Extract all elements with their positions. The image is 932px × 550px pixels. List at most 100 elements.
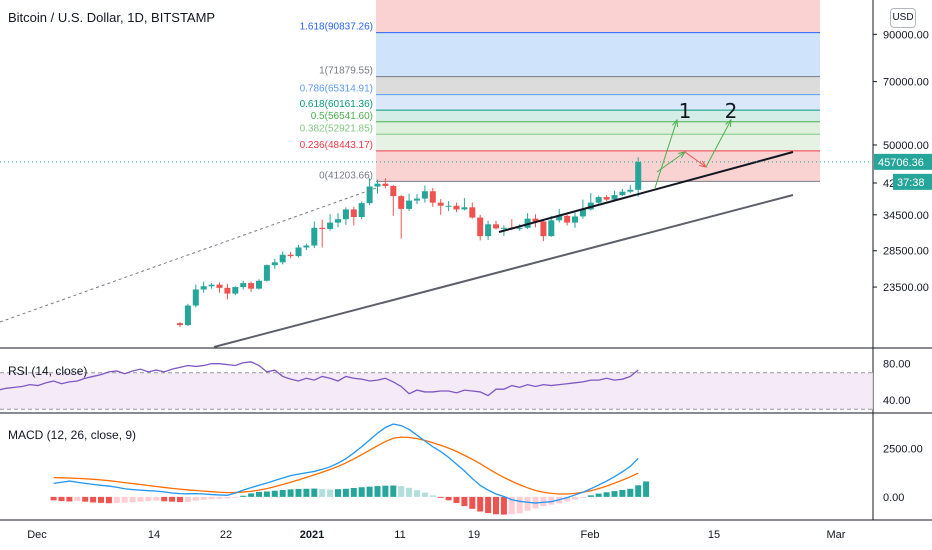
candle-body bbox=[406, 200, 413, 209]
support-trend-line bbox=[213, 194, 794, 348]
candle-body bbox=[200, 286, 207, 290]
rsi-title: RSI (14, close) bbox=[8, 364, 88, 378]
countdown-label: 37:38 bbox=[897, 177, 925, 189]
candle-body bbox=[493, 224, 499, 229]
candle-body bbox=[635, 161, 642, 190]
macd-histogram-bar bbox=[319, 488, 326, 497]
fib-labels: 1.618(90837.26) 1(71879.55) 0.786(65314.91… bbox=[300, 22, 373, 182]
fib-zone bbox=[376, 150, 820, 182]
macd-histogram-bar bbox=[540, 496, 547, 507]
rsi-tick-label: 40.00 bbox=[883, 395, 911, 407]
macd-histogram-bar bbox=[619, 489, 626, 497]
candle-body bbox=[611, 195, 618, 200]
time-tick-label: 14 bbox=[148, 529, 160, 541]
macd-pane: 2500.00 0.00 bbox=[50, 423, 923, 515]
time-tick-label: Feb bbox=[581, 529, 600, 541]
fib-level-label: 0.382(52921.85) bbox=[300, 123, 373, 134]
price-tick-label: 42 bbox=[883, 178, 895, 190]
macd-histogram-bar bbox=[184, 496, 191, 502]
macd-histogram-bar bbox=[461, 496, 468, 507]
candle-body bbox=[319, 227, 326, 229]
candle-body bbox=[461, 207, 468, 210]
candle-body bbox=[224, 287, 231, 294]
wave-arrow-head bbox=[725, 118, 732, 128]
macd-histogram-bar bbox=[643, 481, 650, 497]
fib-level-label: 0.618(60161.36) bbox=[300, 99, 373, 110]
candle-body bbox=[390, 186, 397, 197]
macd-histogram-bar bbox=[469, 496, 476, 509]
candle-body bbox=[564, 215, 571, 223]
fib-zone bbox=[376, 121, 820, 135]
macd-histogram-bar bbox=[327, 489, 334, 497]
candle-body bbox=[572, 216, 578, 223]
wave-arrow bbox=[654, 119, 678, 189]
macd-histogram-bar bbox=[216, 496, 223, 499]
candle-body bbox=[311, 227, 318, 246]
macd-title: MACD (12, 26, close, 9) bbox=[8, 428, 137, 442]
macd-histogram-bar bbox=[271, 490, 278, 497]
macd-histogram-bar bbox=[572, 496, 578, 500]
macd-histogram-bar bbox=[232, 496, 239, 498]
time-tick-label: 19 bbox=[468, 529, 480, 541]
candle-body bbox=[248, 283, 255, 289]
candle-body bbox=[603, 197, 610, 200]
candle-body bbox=[445, 205, 452, 207]
wave-arrow bbox=[656, 151, 686, 173]
time-tick-label: 15 bbox=[708, 529, 720, 541]
macd-histogram-bar bbox=[192, 496, 199, 501]
macd-histogram-bar bbox=[153, 496, 160, 501]
macd-histogram-bar bbox=[105, 496, 112, 504]
macd-histogram-bar bbox=[287, 489, 294, 497]
time-tick-label: Dec bbox=[27, 529, 47, 541]
candle-body bbox=[366, 186, 373, 204]
candle-body bbox=[216, 284, 223, 288]
candle-body bbox=[374, 183, 381, 187]
macd-tick-label: 0.00 bbox=[883, 492, 904, 504]
macd-histogram-bar bbox=[256, 491, 262, 497]
wave-arrow bbox=[705, 119, 732, 168]
fib-level-label: 0.5(56541.60) bbox=[311, 111, 373, 122]
macd-histogram-bar bbox=[248, 493, 255, 497]
fib-level-label: 0.236(48443.17) bbox=[300, 140, 373, 151]
macd-histogram-bar bbox=[398, 486, 405, 497]
resistance-trend-line bbox=[498, 151, 794, 233]
macd-histogram-bar bbox=[200, 496, 207, 500]
time-tick-label: Mar bbox=[827, 529, 846, 541]
macd-histogram-bar bbox=[414, 490, 420, 497]
macd-histogram-bar bbox=[335, 489, 341, 497]
macd-histogram-bar bbox=[406, 487, 413, 497]
macd-histogram-bar bbox=[58, 496, 65, 502]
macd-tick-label: 2500.00 bbox=[883, 444, 923, 456]
time-tick-label: 11 bbox=[394, 529, 405, 541]
candle-body bbox=[208, 284, 215, 287]
macd-histogram-bar bbox=[587, 495, 594, 497]
candle-body bbox=[453, 205, 460, 210]
symbol-title: Bitcoin / U.S. Dollar, 1D, BITSTAMP bbox=[8, 10, 216, 25]
candle-body bbox=[485, 224, 492, 237]
macd-histogram-bar bbox=[50, 496, 57, 501]
macd-histogram-bar bbox=[421, 492, 428, 497]
macd-histogram-bar bbox=[358, 487, 365, 497]
wave-label-1: 1 bbox=[679, 99, 692, 123]
candle-body bbox=[256, 280, 262, 289]
candle-body bbox=[287, 254, 294, 257]
currency-button[interactable]: USD bbox=[890, 8, 916, 28]
time-axis: Dec 14 22 2021 11 19 Feb 15 Mar bbox=[27, 529, 846, 541]
wave-arrow bbox=[684, 151, 707, 168]
candle-body bbox=[619, 191, 626, 196]
price-tick-label: 28500.00 bbox=[883, 246, 929, 258]
macd-histogram-bar bbox=[169, 496, 176, 502]
macd-histogram-bar bbox=[429, 495, 436, 497]
candle-body bbox=[358, 203, 365, 217]
price-scale: 90000.00 70000.00 50000.00 42 34500.00 28500.… bbox=[873, 29, 932, 294]
candle-body bbox=[627, 189, 634, 192]
macd-histogram-bar bbox=[295, 488, 302, 497]
last-price-label: 45706.36 bbox=[878, 157, 924, 169]
rsi-tick-label: 80.00 bbox=[883, 359, 911, 371]
macd-signal-line bbox=[53, 436, 639, 495]
fib-lines bbox=[376, 32, 820, 182]
macd-histogram-bar bbox=[485, 496, 492, 514]
macd-histogram-bar bbox=[137, 496, 144, 502]
